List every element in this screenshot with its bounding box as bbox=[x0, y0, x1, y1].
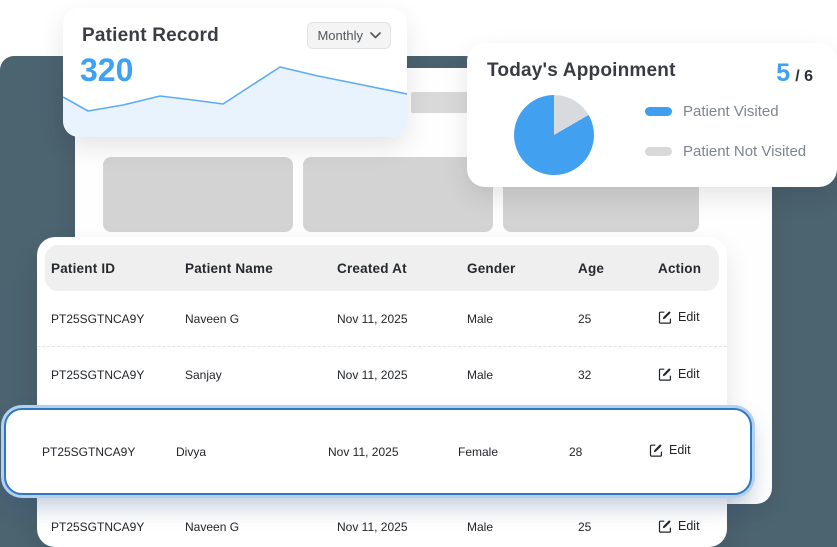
edit-icon bbox=[658, 367, 671, 381]
cell-action: Edit bbox=[658, 367, 727, 384]
edit-button[interactable]: Edit bbox=[658, 310, 700, 324]
legend-item: Patient Not Visited bbox=[645, 143, 806, 160]
appointment-title: Today's Appoinment bbox=[487, 60, 676, 81]
edit-button[interactable]: Edit bbox=[649, 443, 691, 457]
cell-created-at: Nov 11, 2025 bbox=[337, 520, 408, 534]
todays-appointment-card: Today's Appoinment 5 / 6 Patient Visited… bbox=[467, 43, 837, 187]
edit-icon bbox=[649, 444, 662, 457]
skeleton-block bbox=[103, 157, 293, 232]
cell-age: 25 bbox=[578, 520, 592, 534]
patient-record-count: 320 bbox=[80, 52, 134, 88]
legend-label: Patient Visited bbox=[683, 103, 779, 120]
patient-table: Patient ID Patient Name Created At Gender Ag… bbox=[37, 237, 727, 547]
table-row[interactable]: PT25SGTNCA9Y Sanjay Nov 11, 2025 Male 32 Edit bbox=[37, 347, 727, 403]
total-count: / 6 bbox=[795, 68, 813, 85]
cell-patient-name: Divya bbox=[176, 444, 207, 459]
cell-patient-name: Naveen G bbox=[185, 520, 240, 534]
cell-created-at: Nov 11, 2025 bbox=[337, 368, 408, 382]
cell-age: 25 bbox=[578, 311, 592, 326]
edit-label: Edit bbox=[669, 443, 691, 457]
edit-icon bbox=[658, 311, 671, 324]
highlighted-table-row[interactable]: PT25SGTNCA9Y Divya Nov 11, 2025 Female 28 Edi… bbox=[4, 408, 752, 495]
legend-item: Patient Visited bbox=[645, 103, 806, 120]
edit-label: Edit bbox=[678, 366, 700, 381]
patient-record-title: Patient Record bbox=[82, 25, 219, 46]
cell-action: Edit bbox=[649, 443, 750, 460]
pie-legend: Patient Visited Patient Not Visited bbox=[645, 103, 806, 160]
cell-action: Edit bbox=[658, 519, 727, 536]
cell-patient-id: PT25SGTNCA9Y bbox=[42, 444, 136, 459]
column-header: Age bbox=[578, 260, 605, 276]
chevron-down-icon bbox=[370, 32, 381, 39]
column-header: Gender bbox=[467, 260, 516, 276]
cell-action: Edit bbox=[658, 310, 727, 327]
appointment-pie-chart bbox=[514, 95, 594, 175]
cell-gender: Female bbox=[458, 444, 499, 459]
cell-patient-name: Naveen G bbox=[185, 311, 240, 326]
edit-label: Edit bbox=[678, 310, 700, 324]
table-row[interactable]: PT25SGTNCA9Y Naveen G Nov 11, 2025 Male 25 Ed… bbox=[37, 291, 727, 347]
cell-gender: Male bbox=[467, 368, 494, 382]
cell-patient-id: PT25SGTNCA9Y bbox=[51, 311, 145, 326]
appointment-score: 5 / 6 bbox=[776, 59, 813, 88]
cell-gender: Male bbox=[467, 520, 494, 534]
patient-record-line-chart bbox=[63, 66, 407, 137]
edit-label: Edit bbox=[678, 518, 700, 533]
patient-record-card: Patient Record 320 Monthly bbox=[63, 8, 407, 137]
cell-created-at: Nov 11, 2025 bbox=[337, 311, 408, 326]
cell-created-at: Nov 11, 2025 bbox=[328, 444, 399, 459]
visited-count: 5 bbox=[776, 59, 791, 87]
column-header: Patient ID bbox=[51, 260, 116, 276]
period-dropdown-label: Monthly bbox=[317, 28, 363, 43]
skeleton-block bbox=[303, 157, 493, 232]
edit-button[interactable]: Edit bbox=[658, 367, 700, 381]
column-header: Created At bbox=[337, 260, 407, 276]
legend-swatch bbox=[645, 107, 672, 116]
column-header: Action bbox=[658, 260, 702, 276]
table-row[interactable]: PT25SGTNCA9Y Naveen G Nov 11, 2025 Male 25 Ed… bbox=[37, 499, 727, 547]
cell-patient-id: PT25SGTNCA9Y bbox=[51, 368, 145, 382]
legend-swatch bbox=[645, 147, 672, 156]
cell-age: 28 bbox=[569, 444, 583, 459]
legend-label: Patient Not Visited bbox=[683, 143, 807, 160]
column-header: Patient Name bbox=[185, 260, 273, 276]
table-header-row: Patient ID Patient Name Created At Gender Ag… bbox=[45, 245, 719, 291]
period-dropdown[interactable]: Monthly bbox=[307, 22, 391, 49]
edit-icon bbox=[658, 519, 671, 533]
cell-gender: Male bbox=[467, 311, 494, 326]
edit-button[interactable]: Edit bbox=[658, 519, 700, 533]
cell-patient-name: Sanjay bbox=[185, 368, 222, 382]
cell-patient-id: PT25SGTNCA9Y bbox=[51, 520, 145, 534]
cell-age: 32 bbox=[578, 368, 592, 382]
